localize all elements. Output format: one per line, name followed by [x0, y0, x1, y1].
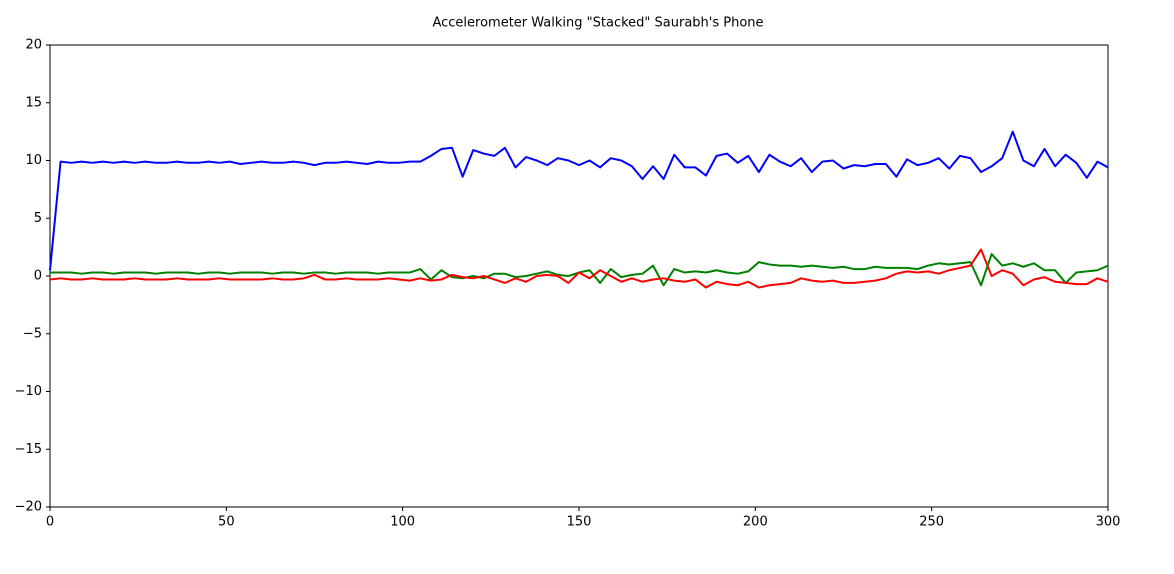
x-tick-label: 300	[1096, 515, 1121, 530]
y-tick-label: −15	[15, 442, 42, 457]
x-tick-label: 150	[567, 515, 592, 530]
y-tick-label: 10	[25, 153, 42, 168]
y-tick-label: 15	[25, 95, 42, 110]
x-tick-label: 0	[46, 515, 54, 530]
y-tick-label: 0	[34, 269, 42, 284]
y-tick-label: −10	[15, 384, 42, 399]
data-line	[49, 130, 1109, 271]
y-tick-label: 5	[34, 211, 42, 226]
x-tick-label: 100	[390, 515, 415, 530]
y-tick-label: −20	[15, 500, 42, 515]
chart-title: Accelerometer Walking "Stacked" Saurabh'…	[432, 16, 763, 31]
y-tick-label: 20	[25, 38, 42, 53]
x-tick-label: 200	[743, 515, 768, 530]
x-tick-label: 250	[919, 515, 944, 530]
y-tick-label: −5	[23, 326, 42, 341]
plot-frame	[49, 44, 1109, 508]
data-line	[49, 248, 1109, 289]
x-tick-label: 50	[218, 515, 235, 530]
